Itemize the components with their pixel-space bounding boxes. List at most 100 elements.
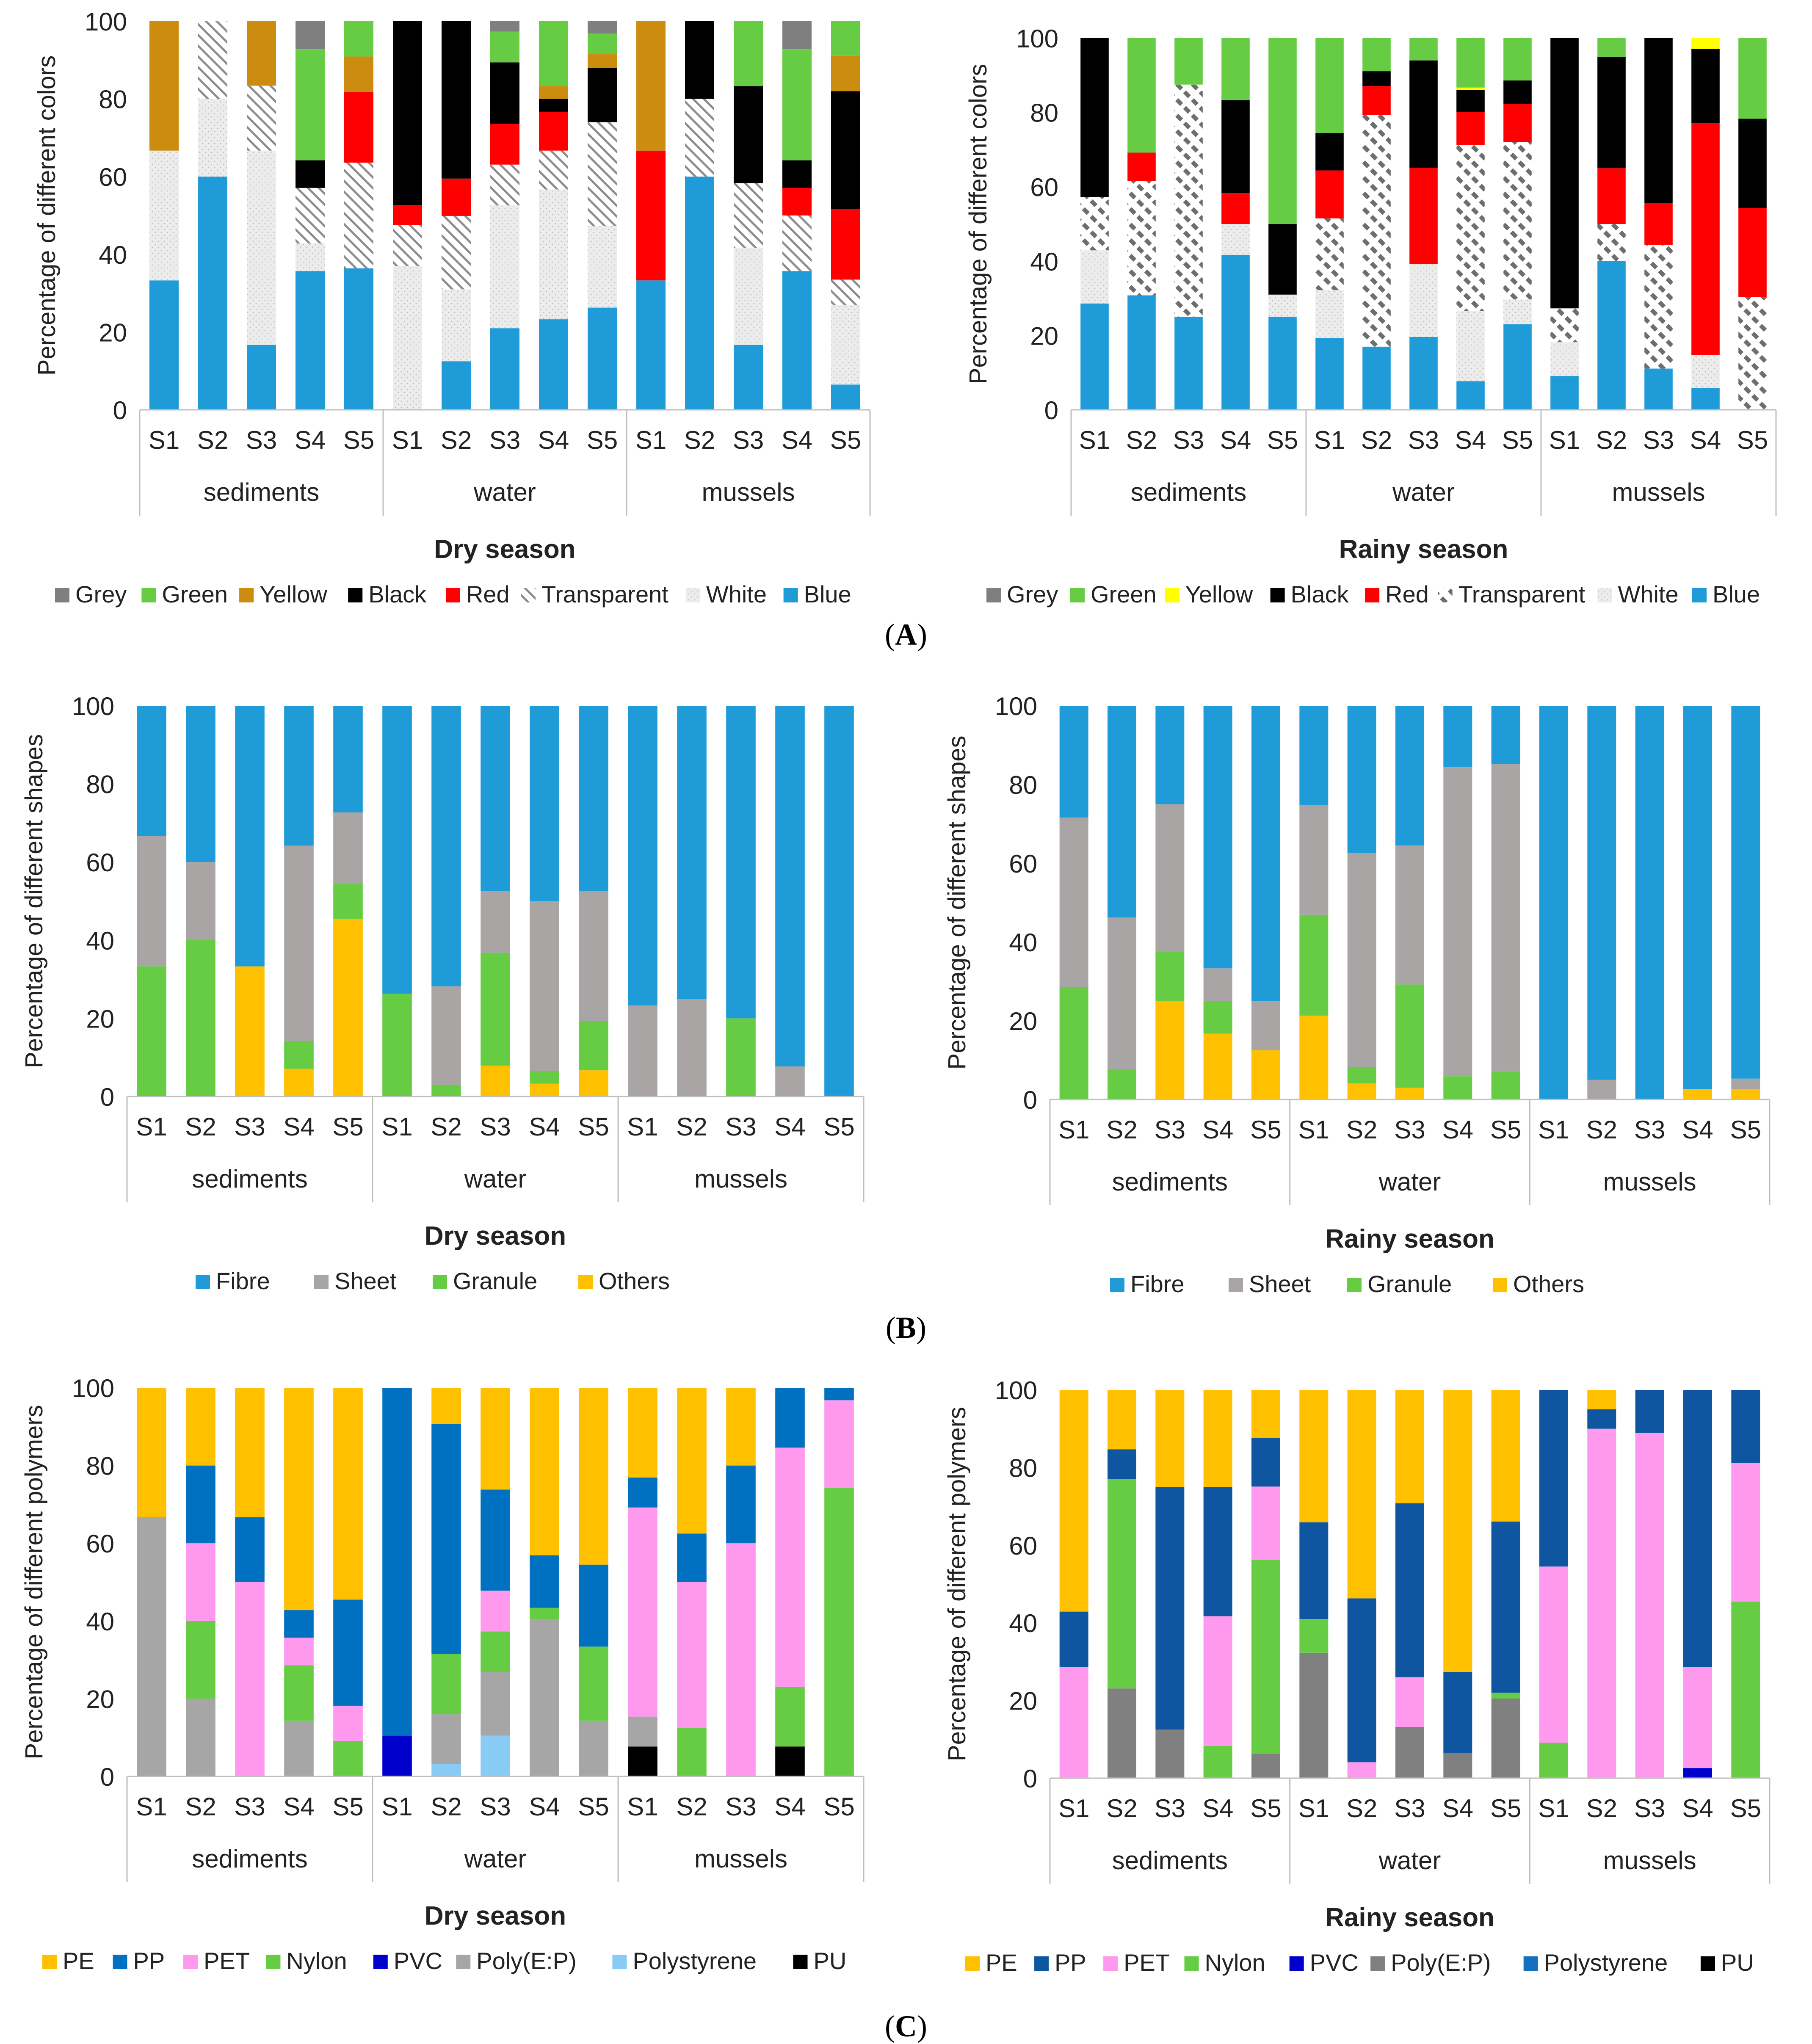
bar-segment-poly-e-p--4 (284, 1721, 314, 1776)
bar-segment-black-5 (1268, 224, 1297, 295)
bar-segment-transparent-10 (1503, 142, 1532, 300)
bar-segment-blue-5 (344, 268, 373, 410)
bar-segment-grey-8 (490, 21, 519, 32)
bar-segment-sheet-1 (137, 836, 166, 967)
bar-segment-fibre-8 (1395, 706, 1424, 846)
x-tick-label: S4 (1682, 1116, 1713, 1144)
bar-segment-pet-14 (775, 1447, 805, 1687)
chart-B-dry: 0 20 40 60 80 100 Percentage of different shap… (20, 692, 865, 1294)
bar-segment-green-10 (588, 33, 617, 55)
y-axis-title: Percentage of different polymers (943, 1407, 971, 1761)
y-tick-label: 20 (1009, 1007, 1037, 1036)
bar-segment-pp-9 (530, 1555, 559, 1608)
x-tick-label: S3 (234, 1113, 265, 1141)
y-axis-title: Percentage of different shapes (943, 736, 971, 1070)
x-tick-label: S5 (587, 426, 618, 454)
legend-label: Others (1513, 1271, 1584, 1297)
legend-swatch-white (1597, 588, 1612, 602)
x-tick-label: S3 (1173, 426, 1204, 454)
bar-segment-pe-12 (1587, 1390, 1616, 1409)
x-tick-label: S1 (635, 426, 666, 454)
x-tick-label: S5 (1730, 1116, 1761, 1144)
bar-segment-blue-3 (247, 345, 276, 410)
legend-label: PE (63, 1947, 94, 1974)
bar-segment-fibre-5 (1251, 706, 1280, 1001)
bar-segment-red-4 (1221, 193, 1250, 224)
bar-segment-blue-4 (296, 271, 325, 410)
bar-segment-blue-8 (1409, 337, 1438, 410)
bar-segment-white-11 (1550, 342, 1579, 376)
group-label: sediments (192, 1165, 307, 1193)
x-tick-label: S5 (1250, 1116, 1281, 1144)
bar-segment-blue-1 (149, 280, 179, 410)
legend-swatch-pp (113, 1955, 127, 1969)
legend-swatch-granule (1347, 1278, 1362, 1292)
y-tick-label: 100 (72, 1374, 114, 1403)
bar-segment-black-15 (831, 91, 860, 209)
bar-segment-pp-10 (1491, 1521, 1520, 1693)
x-tick-label: S1 (136, 1793, 167, 1821)
bar-segment-red-15 (831, 209, 860, 280)
bar-segment-nylon-7 (431, 1654, 461, 1715)
x-tick-label: S2 (1596, 426, 1627, 454)
bar-segment-pe-7 (431, 1388, 461, 1424)
legend-swatch-nylon (1184, 1956, 1199, 1971)
bar-segment-pp-15 (824, 1388, 854, 1400)
bar-segment-white-2 (198, 99, 227, 177)
chart-title: Rainy season (1325, 1224, 1494, 1254)
bar-segment-pet-12 (1587, 1428, 1616, 1778)
legend-label: Others (599, 1268, 670, 1294)
x-tick-label: S1 (627, 1113, 658, 1141)
y-tick-label: 100 (85, 8, 127, 36)
group-label: water (473, 478, 536, 506)
bar-segment-red-7 (442, 178, 471, 216)
y-tick-label: 40 (86, 927, 114, 955)
legend-swatch-sheet (314, 1275, 329, 1289)
bar-segment-pet-4 (1203, 1616, 1232, 1746)
bar-segment-white-14 (1691, 355, 1720, 388)
bar-segment-poly-e-p--11 (628, 1716, 657, 1747)
bar-segment-granule-7 (431, 1085, 461, 1097)
x-tick-label: S2 (1126, 426, 1157, 454)
bar-segment-fibre-9 (530, 706, 559, 901)
bar-segment-nylon-10 (579, 1646, 608, 1721)
bar-segment-fibre-1 (1059, 706, 1088, 818)
bar-segment-pe-9 (530, 1388, 559, 1555)
bar-segment-fibre-6 (1299, 706, 1329, 806)
x-tick-label: S3 (234, 1793, 265, 1821)
bar-segment-others-7 (1347, 1083, 1376, 1099)
bar-segment-pe-13 (726, 1388, 756, 1466)
bar-segment-nylon-2 (1108, 1479, 1136, 1689)
bar-segment-sheet-8 (1395, 845, 1424, 985)
bar-segment-yellow-14 (1691, 38, 1720, 49)
bar-segment-transparent-1 (1080, 197, 1109, 251)
bar-segment-polystyrene-8 (481, 1735, 510, 1776)
bar-segment-granule-1 (137, 966, 166, 1097)
bar-segment-black-8 (1409, 60, 1438, 168)
chart-title: Dry season (425, 1901, 566, 1931)
bar-segment-red-8 (1409, 168, 1438, 264)
bar-segment-pe-10 (1491, 1390, 1520, 1522)
panel-label-a: (A) (885, 618, 927, 652)
y-tick-label: 60 (1009, 1532, 1037, 1560)
bar-segment-granule-6 (382, 994, 412, 1097)
bar-segment-poly-e-p--3 (1155, 1729, 1185, 1778)
x-tick-label: S4 (283, 1793, 314, 1821)
x-tick-label: S5 (1502, 426, 1533, 454)
legend-label: Black (1291, 581, 1349, 608)
y-tick-label: 60 (86, 848, 114, 877)
bar-segment-green-9 (1456, 38, 1485, 88)
bar-segment-white-6 (1315, 290, 1344, 338)
bar-segment-others-10 (579, 1070, 608, 1097)
group-label: sediments (192, 1845, 307, 1873)
bar-segment-red-9 (539, 111, 568, 151)
group-label: water (464, 1165, 527, 1193)
bar-segment-granule-10 (579, 1021, 608, 1071)
x-tick-label: S2 (431, 1793, 461, 1821)
y-tick-label: 60 (99, 163, 127, 191)
bar-segment-black-15 (1738, 119, 1767, 208)
bar-segment-white-5 (1268, 294, 1297, 317)
bar-segment-blue-5 (1268, 317, 1297, 410)
bar-segment-granule-1 (1059, 987, 1088, 1099)
bar-segment-granule-6 (1299, 914, 1329, 1016)
